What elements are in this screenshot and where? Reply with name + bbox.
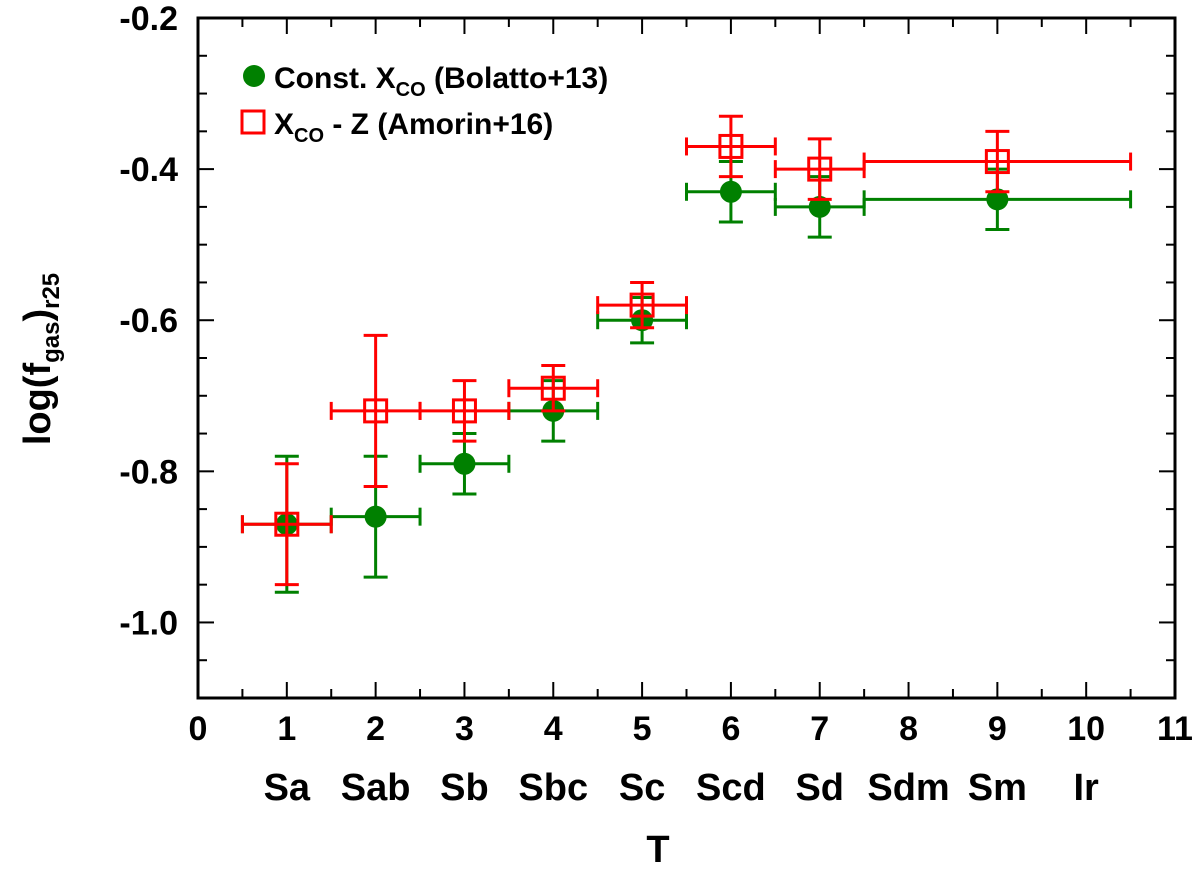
x-category-label: Scd — [696, 767, 766, 809]
x-tick-label: 9 — [988, 710, 1007, 748]
y-tick-label: -0.6 — [119, 302, 178, 340]
x-category-label: Sc — [619, 767, 665, 809]
x-tick-label: 5 — [633, 710, 652, 748]
data-point-circle — [719, 180, 742, 203]
data-point-circle — [986, 188, 1009, 211]
y-axis-label-sub-r25: r25 — [38, 273, 65, 309]
x-tick-label: 3 — [455, 710, 474, 748]
x-category-label: Sm — [968, 767, 1027, 809]
y-axis-label-main: log(f — [17, 363, 59, 446]
legend-label-amorin-sub: CO — [294, 125, 324, 147]
series-1 — [240, 114, 1133, 587]
y-axis-label: log(fgas)r25 — [17, 273, 65, 445]
x-tick-label: 4 — [544, 710, 563, 748]
y-tick-label: -0.8 — [119, 453, 178, 491]
x-category-label: Sab — [341, 767, 411, 809]
y-axis-label-close: ) — [17, 309, 59, 322]
data-point-square — [451, 398, 477, 424]
legend-label-amorin: XCO - Z (Amorin+16) — [274, 108, 553, 147]
legend-label-bolatto-main: Const. X — [274, 62, 396, 95]
legend-label-amorin-rest: - Z (Amorin+16) — [324, 108, 553, 141]
x-tick-label: 11 — [1157, 710, 1193, 748]
x-tick-label: 7 — [810, 710, 829, 748]
x-tick-label: 6 — [721, 710, 740, 748]
x-tick-label: 0 — [189, 710, 208, 748]
x-tick-label: 10 — [1067, 710, 1105, 748]
y-tick-label: -0.4 — [119, 151, 178, 189]
data-point-circle — [453, 452, 476, 475]
x-tick-label: 2 — [366, 710, 385, 748]
x-category-label: Sd — [795, 767, 844, 809]
data-point-square — [363, 398, 389, 424]
data-point-square — [984, 149, 1010, 175]
y-tick-labels: -1.0 -0.8 -0.6 -0.4 -0.2 — [119, 0, 178, 642]
legend: Const. XCO (Bolatto+13) XCO - Z (Amorin+… — [240, 62, 608, 147]
legend-label-amorin-main: X — [274, 108, 294, 141]
y-axis-label-sub-gas: gas — [38, 322, 65, 363]
legend-marker-amorin — [240, 109, 266, 135]
data-point-square — [718, 133, 744, 159]
x-category-labels: Sa Sab Sb Sbc Sc Scd Sd Sdm Sm Ir — [264, 767, 1099, 809]
x-tick-label: 8 — [899, 710, 918, 748]
x-tick-label: 1 — [277, 710, 296, 748]
x-category-label: Sbc — [518, 767, 588, 809]
data-point-circle — [808, 195, 831, 218]
y-tick-label: -1.0 — [119, 604, 178, 642]
data-point-square — [274, 511, 300, 537]
x-category-label: Sdm — [867, 767, 949, 809]
x-category-label: Sa — [264, 767, 311, 809]
plot-frame — [196, 16, 1177, 700]
x-category-label: Ir — [1074, 767, 1100, 809]
data-point-square — [807, 156, 833, 182]
x-tick-labels: 0 1 2 3 4 5 6 7 8 9 10 11 — [189, 710, 1193, 748]
data-point-circle — [364, 505, 387, 528]
x-axis-label: T — [646, 829, 669, 869]
legend-label-bolatto: Const. XCO (Bolatto+13) — [274, 62, 608, 101]
legend-label-bolatto-sub: CO — [396, 79, 426, 101]
data-point-square — [540, 375, 566, 401]
legend-label-bolatto-rest: (Bolatto+13) — [426, 62, 609, 95]
series-layer — [240, 114, 1133, 594]
y-tick-label: -0.2 — [119, 0, 178, 38]
x-category-label: Sb — [440, 767, 489, 809]
legend-marker-bolatto — [243, 65, 265, 87]
data-point-square — [629, 292, 655, 318]
